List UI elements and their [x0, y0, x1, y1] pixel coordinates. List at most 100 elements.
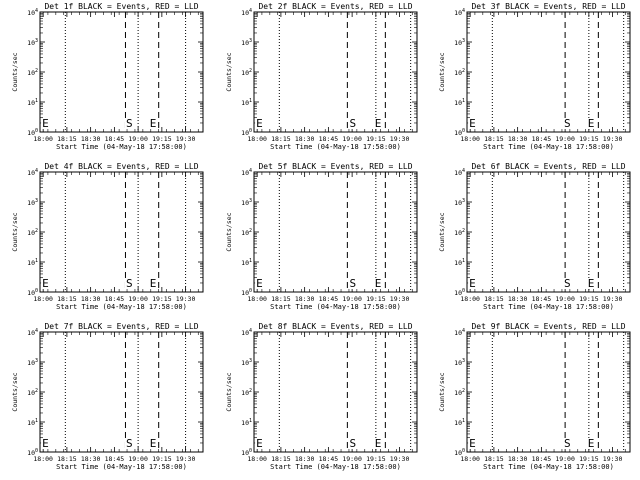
x-axis-label: Start Time (04-May-18 17:58:00)	[56, 143, 187, 151]
y-axis-label: Counts/sec	[225, 372, 233, 411]
x-tick-label: 18:45	[105, 135, 125, 143]
y-tick-label: 103	[454, 198, 465, 207]
x-tick-label: 19:30	[176, 295, 196, 303]
y-tick-label: 102	[241, 388, 252, 397]
x-tick-label: 19:00	[128, 135, 148, 143]
x-tick-label: 18:15	[484, 455, 504, 463]
marker-label-bg	[148, 278, 157, 289]
y-tick-label: 100	[454, 128, 465, 137]
marker-label: E	[256, 437, 263, 450]
y-tick-label: 103	[241, 38, 252, 47]
marker-label-bg	[373, 438, 382, 449]
x-tick-label: 18:45	[105, 295, 125, 303]
x-tick-label: 19:15	[579, 295, 599, 303]
x-axis-label: Start Time (04-May-18 17:58:00)	[483, 143, 614, 151]
y-tick-label: 100	[27, 288, 38, 297]
marker-label: E	[42, 277, 49, 290]
marker-label: E	[375, 277, 382, 290]
plot-frame	[253, 331, 418, 453]
panel-title: Det 8f BLACK = Events, RED = LLD	[258, 322, 412, 331]
y-tick-label: 100	[454, 288, 465, 297]
x-tick-label: 19:15	[579, 455, 599, 463]
x-tick-label: 18:00	[460, 295, 480, 303]
marker-label-bg	[255, 118, 264, 129]
marker-label-bg	[373, 118, 382, 129]
plot-frame	[466, 331, 631, 453]
marker-label-bg	[373, 278, 382, 289]
x-tick-label: 18:00	[247, 295, 267, 303]
x-tick-label: 19:00	[342, 295, 362, 303]
marker-label: S	[349, 437, 356, 450]
x-tick-label: 18:15	[484, 135, 504, 143]
marker-label: E	[150, 277, 157, 290]
y-axis-label: Counts/sec	[11, 52, 19, 91]
y-tick-label: 100	[241, 128, 252, 137]
y-axis-label: Counts/sec	[438, 372, 446, 411]
y-tick-label: 103	[454, 38, 465, 47]
x-tick-label: 19:00	[128, 295, 148, 303]
plot-frame	[253, 171, 418, 293]
plot-frame	[39, 11, 204, 133]
y-tick-label: 101	[27, 418, 38, 427]
y-tick-label: 101	[454, 98, 465, 107]
plot-frame	[253, 11, 418, 133]
panel-title: Det 5f BLACK = Events, RED = LLD	[258, 162, 412, 171]
marker-label: E	[256, 277, 263, 290]
x-tick-label: 18:00	[33, 455, 53, 463]
y-tick-label: 100	[454, 448, 465, 457]
x-tick-label: 18:15	[484, 295, 504, 303]
x-tick-label: 18:45	[319, 295, 339, 303]
x-tick-label: 18:45	[319, 135, 339, 143]
x-tick-label: 18:45	[532, 295, 552, 303]
x-tick-label: 18:30	[81, 295, 101, 303]
marker-label: E	[150, 117, 157, 130]
marker-label-bg	[348, 118, 357, 129]
x-tick-label: 18:00	[247, 455, 267, 463]
y-tick-label: 100	[241, 448, 252, 457]
panel-title: Det 7f BLACK = Events, RED = LLD	[44, 322, 198, 331]
y-axis-label: Counts/sec	[225, 52, 233, 91]
marker-label: E	[256, 117, 263, 130]
y-tick-label: 100	[241, 288, 252, 297]
y-tick-label: 101	[27, 258, 38, 267]
x-tick-label: 18:30	[81, 135, 101, 143]
x-tick-label: 18:30	[81, 455, 101, 463]
x-tick-label: 18:00	[247, 135, 267, 143]
x-tick-label: 19:00	[555, 135, 575, 143]
marker-label-bg	[124, 278, 133, 289]
x-tick-label: 19:00	[555, 455, 575, 463]
x-tick-label: 19:30	[176, 455, 196, 463]
x-tick-label: 19:30	[176, 135, 196, 143]
y-tick-label: 100	[27, 448, 38, 457]
x-tick-label: 18:00	[460, 135, 480, 143]
y-tick-label: 101	[454, 258, 465, 267]
x-tick-label: 19:30	[603, 455, 623, 463]
x-tick-label: 18:45	[532, 135, 552, 143]
detector-panel: Det 7f BLACK = Events, RED = LLD 100 101 10…	[11, 322, 204, 471]
marker-label: S	[349, 277, 356, 290]
x-tick-label: 18:30	[508, 455, 528, 463]
marker-label: S	[564, 437, 571, 450]
x-axis-label: Start Time (04-May-18 17:58:00)	[56, 303, 187, 311]
marker-label-bg	[348, 278, 357, 289]
marker-label-bg	[255, 438, 264, 449]
marker-label: E	[42, 437, 49, 450]
plot-frame	[466, 171, 631, 293]
x-tick-label: 19:30	[603, 135, 623, 143]
y-tick-label: 104	[27, 168, 38, 177]
x-tick-label: 18:30	[508, 295, 528, 303]
x-axis-label: Start Time (04-May-18 17:58:00)	[270, 463, 401, 471]
marker-label-bg	[563, 118, 572, 129]
x-tick-label: 19:30	[390, 455, 410, 463]
y-tick-label: 104	[241, 8, 252, 17]
y-tick-label: 101	[241, 258, 252, 267]
y-tick-label: 104	[454, 328, 465, 337]
y-tick-label: 103	[454, 358, 465, 367]
x-axis-label: Start Time (04-May-18 17:58:00)	[270, 303, 401, 311]
y-tick-label: 104	[454, 168, 465, 177]
x-axis-label: Start Time (04-May-18 17:58:00)	[56, 463, 187, 471]
y-tick-label: 102	[454, 228, 465, 237]
x-tick-label: 18:00	[460, 455, 480, 463]
marker-label: E	[588, 117, 595, 130]
